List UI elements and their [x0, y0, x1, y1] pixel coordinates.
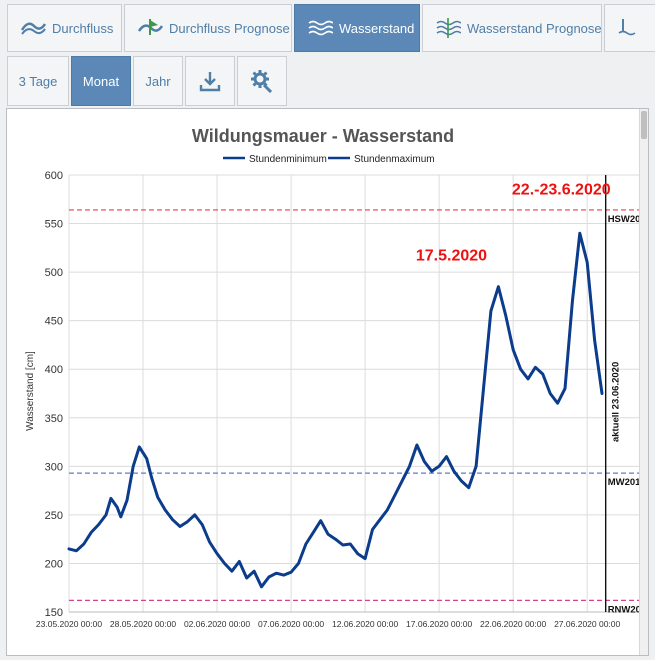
- current-time-label: aktuell 23.06.2020: [611, 362, 622, 442]
- reference-line-label: MW2010: [608, 477, 639, 488]
- reference-line-label: HSW2010: [608, 214, 639, 225]
- y-tick-label: 500: [45, 267, 63, 279]
- panel-scrollbar[interactable]: [639, 109, 648, 655]
- legend-entry: Stundenmaximum: [354, 154, 435, 165]
- tab-durchfluss-prognose[interactable]: Durchfluss Prognose: [124, 4, 292, 52]
- river-wave-icon: [20, 17, 46, 39]
- x-tick-label: 27.06.2020 00:00: [554, 619, 620, 629]
- gauge-icon: [617, 17, 643, 39]
- y-tick-label: 150: [45, 607, 63, 619]
- y-tick-label: 600: [45, 170, 63, 182]
- download-button[interactable]: [185, 56, 235, 106]
- chart-title: Wildungsmauer - Wasserstand: [192, 126, 454, 146]
- y-tick-label: 250: [45, 510, 63, 522]
- y-tick-label: 550: [45, 219, 63, 231]
- legend: Stundenminimum Stundenmaximum: [223, 154, 435, 165]
- range-3-tage[interactable]: 3 Tage: [7, 56, 69, 106]
- x-tick-label: 12.06.2020 00:00: [332, 619, 398, 629]
- chart-annotation: 22.-23.6.2020: [512, 181, 611, 198]
- reference-line-label: RNW2010: [608, 604, 639, 615]
- chart-panel: Wildungsmauer - Wasserstand Stundenminim…: [6, 108, 652, 656]
- y-tick-label: 350: [45, 413, 63, 425]
- x-tick-label: 17.06.2020 00:00: [406, 619, 472, 629]
- x-tick-label: 22.06.2020 00:00: [480, 619, 546, 629]
- chart-annotation: 17.5.2020: [416, 247, 487, 264]
- water-level-forecast-icon: [435, 17, 461, 39]
- tab-label: Durchfluss Prognose: [169, 20, 290, 36]
- download-icon: [199, 72, 221, 92]
- tab-wasserstand[interactable]: Wasserstand: [294, 4, 420, 52]
- gear-icon: [251, 70, 273, 93]
- y-tick-label: 400: [45, 364, 63, 376]
- x-tick-label: 23.05.2020 00:00: [36, 619, 102, 629]
- view-tabs: Durchfluss Durchfluss Prognose Wassersta…: [0, 0, 655, 56]
- tab-label: Wasserstand Prognose: [467, 20, 602, 36]
- y-tick-label: 200: [45, 558, 63, 570]
- y-axis-label: Wasserstand [cm]: [25, 351, 36, 431]
- series-line: [67, 231, 604, 589]
- range-toolbar: 3 Tage Monat Jahr: [0, 56, 655, 108]
- water-level-chart: Wildungsmauer - Wasserstand Stundenminim…: [25, 126, 652, 629]
- tab-gauge[interactable]: W: [604, 4, 655, 52]
- y-tick-label: 450: [45, 316, 63, 328]
- settings-button[interactable]: [237, 56, 287, 106]
- x-tick-label: 02.06.2020 00:00: [184, 619, 250, 629]
- water-level-waves-icon: [307, 17, 333, 39]
- tab-wasserstand-prognose[interactable]: Wasserstand Prognose: [422, 4, 602, 52]
- y-tick-label: 300: [45, 461, 63, 473]
- legend-entry: Stundenminimum: [249, 154, 327, 165]
- x-tick-label: 28.05.2020 00:00: [110, 619, 176, 629]
- range-jahr[interactable]: Jahr: [133, 56, 183, 106]
- tab-label: Wasserstand: [339, 20, 415, 36]
- tab-label: W: [649, 21, 655, 36]
- x-tick-label: 07.06.2020 00:00: [258, 619, 324, 629]
- scrollbar-thumb[interactable]: [641, 111, 647, 139]
- range-monat[interactable]: Monat: [71, 56, 131, 106]
- tab-durchfluss[interactable]: Durchfluss: [7, 4, 122, 52]
- series-line: [67, 232, 604, 588]
- tab-label: Durchfluss: [52, 20, 114, 36]
- river-forecast-icon: [137, 17, 163, 39]
